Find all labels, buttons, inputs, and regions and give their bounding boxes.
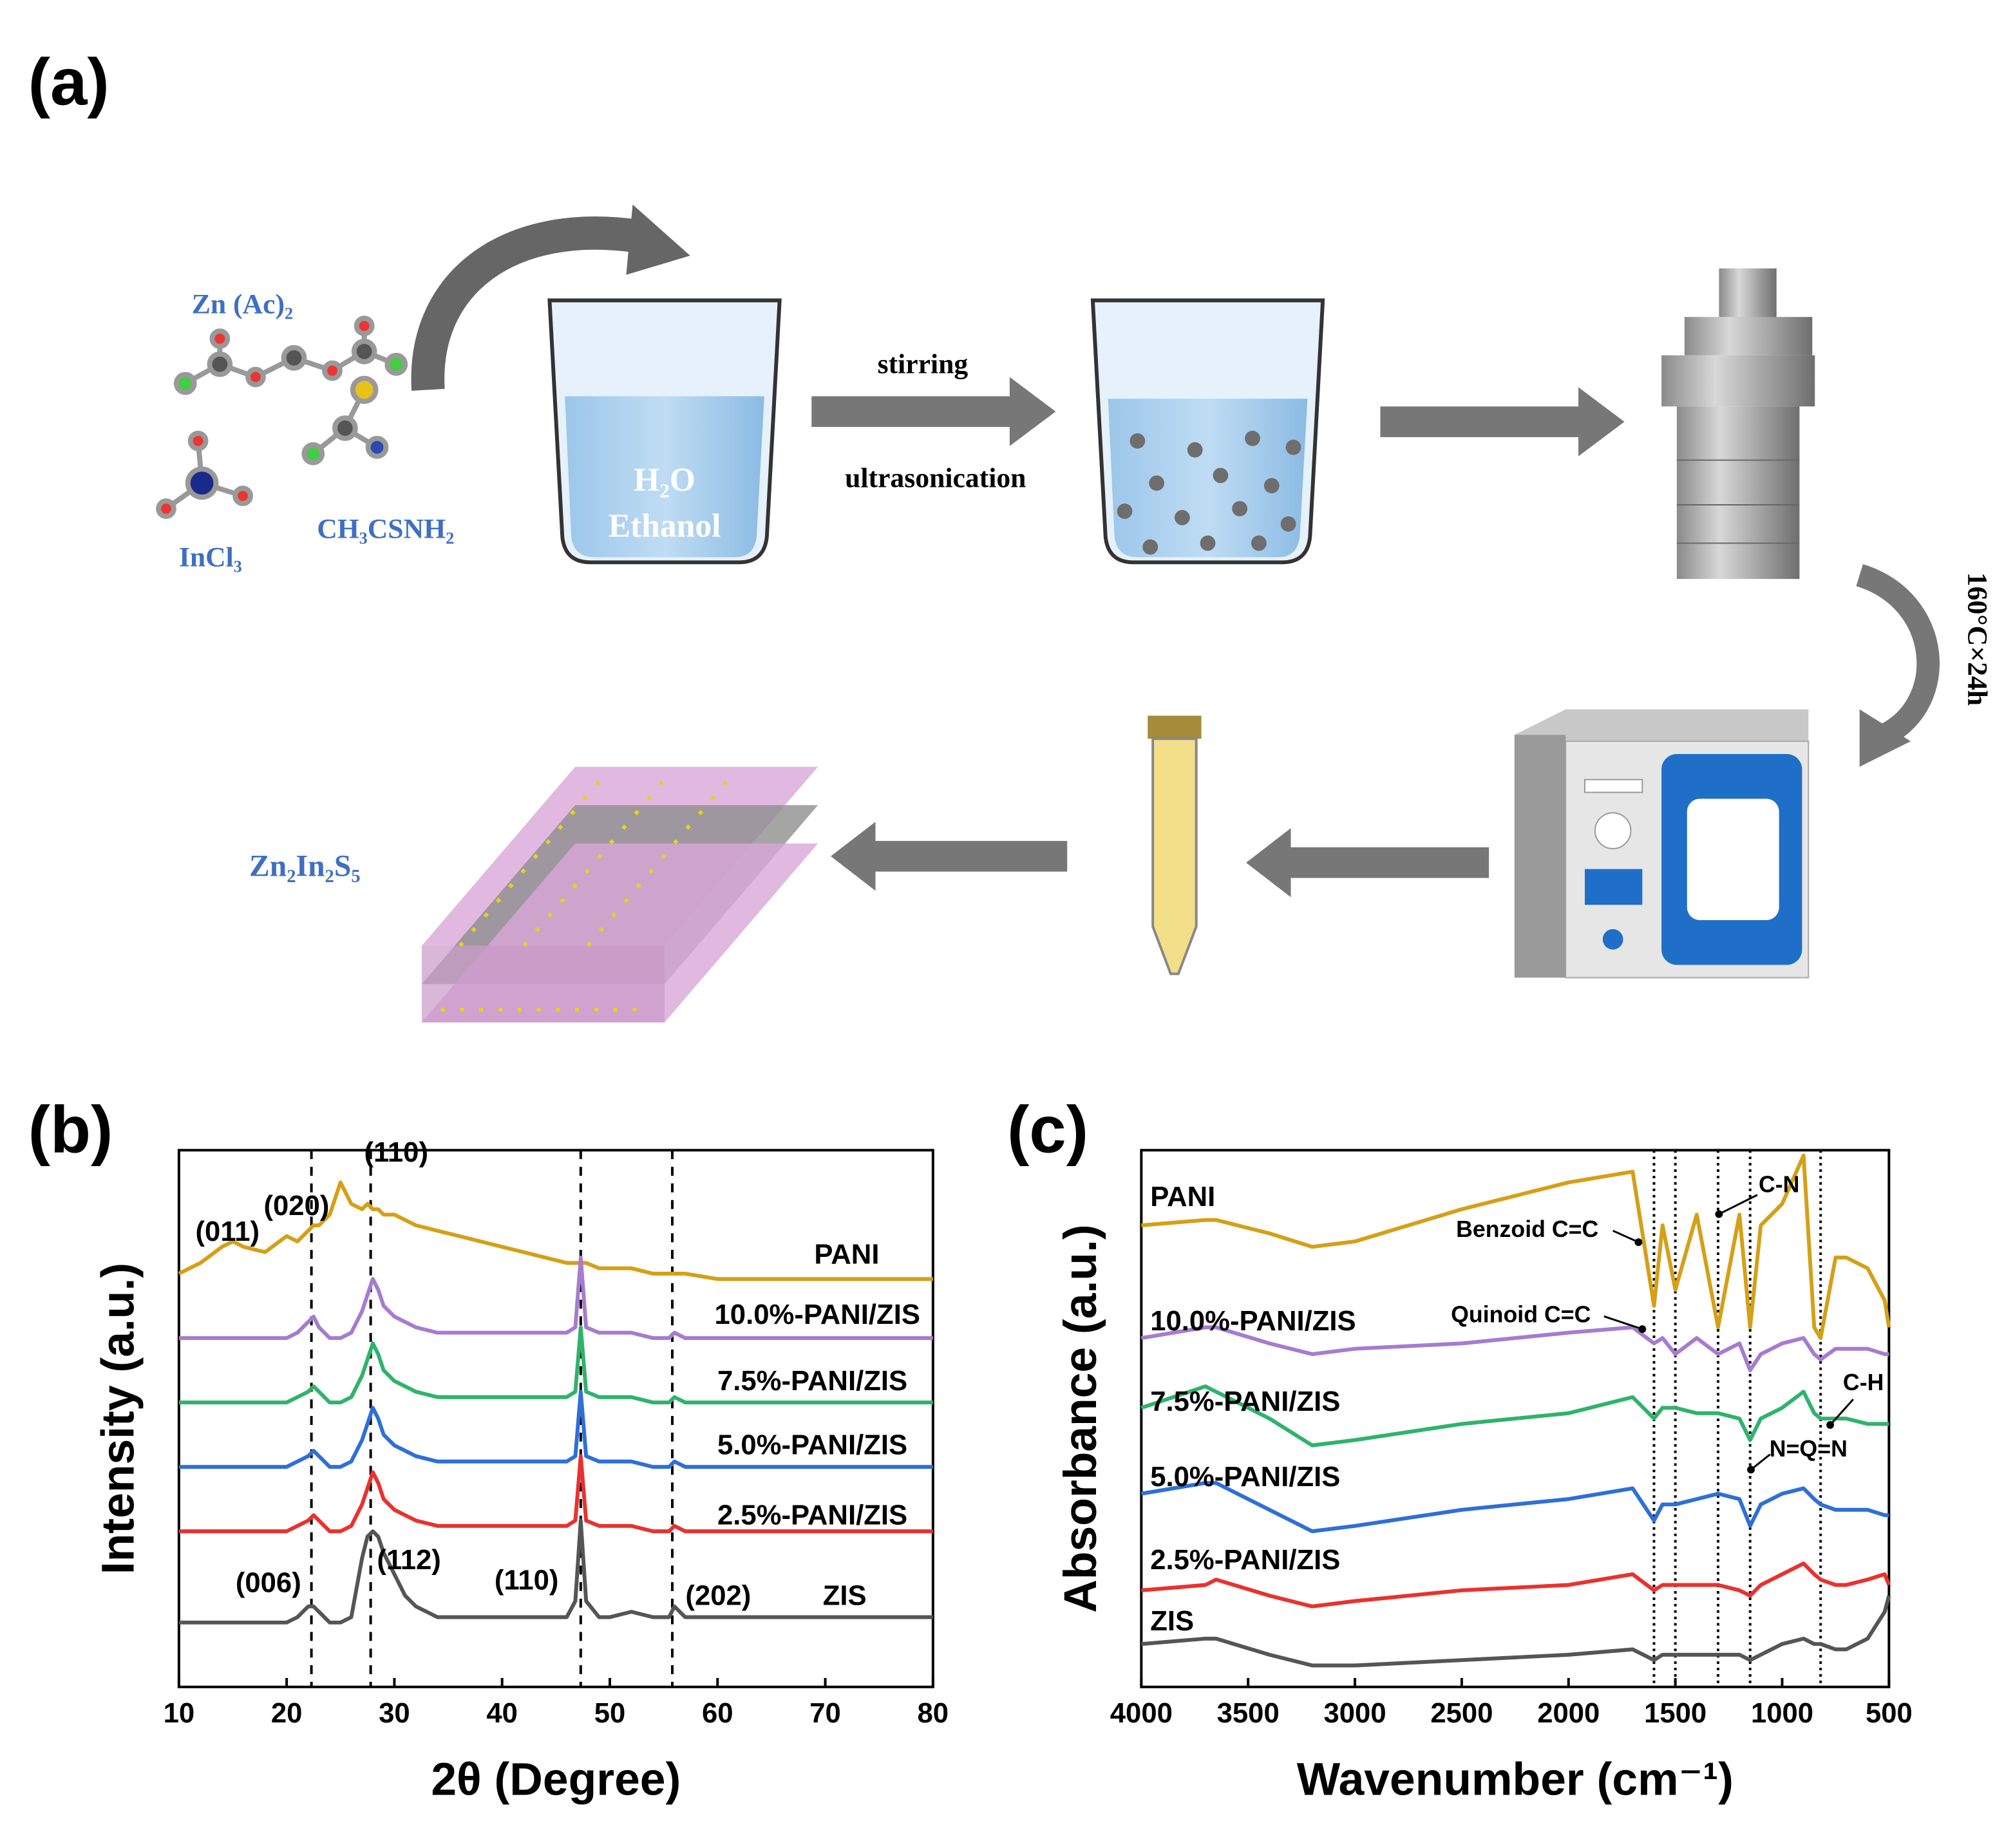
x-tick-label: 70 (809, 1697, 841, 1729)
x-tick-label: 10 (164, 1697, 195, 1729)
series-label: 2.5%-PANI/ZIS (717, 1499, 907, 1531)
x-tick-label: 80 (918, 1697, 949, 1729)
arrow-head (1638, 1325, 1647, 1334)
panel-label: (c) (1007, 1093, 1088, 1167)
series-line (1140, 1481, 1889, 1534)
step-label: ultrasonication (845, 462, 1026, 493)
x-tick-label: 2500 (1430, 1697, 1493, 1729)
series-line (1141, 1153, 1891, 1341)
beaker-suspension (1090, 298, 1325, 565)
x-axis-title: Wavenumber (cm⁻¹) (1297, 1754, 1734, 1806)
annotation: (112) (377, 1544, 441, 1576)
annotation: C-H (1843, 1370, 1884, 1395)
annotation-arrow (1718, 1194, 1758, 1215)
series-label: 7.5%-PANI/ZIS (1150, 1386, 1340, 1417)
series-line (178, 1256, 933, 1341)
x-tick-label: 2000 (1537, 1697, 1600, 1729)
annotation: Quinoid C=C (1451, 1302, 1591, 1328)
series-line (178, 1325, 933, 1405)
series-label: 7.5%-PANI/ZIS (717, 1365, 907, 1397)
reagent-label: CH₃CSNH₂ (317, 514, 454, 545)
step-label: stirring (878, 349, 969, 380)
annotation: (110) (364, 1136, 428, 1168)
series-line (1141, 1561, 1891, 1608)
x-tick-label: 60 (702, 1697, 733, 1729)
centrifuge-tube (1148, 715, 1202, 976)
x-tick-label: 20 (271, 1697, 303, 1729)
x-tick-label: 1000 (1751, 1697, 1813, 1729)
series-line (178, 1518, 933, 1625)
annotation: C-N (1759, 1171, 1800, 1197)
arrow-head (1715, 1210, 1723, 1218)
arrow-head (1634, 1238, 1643, 1247)
series-line (178, 1390, 933, 1469)
series-label: ZIS (823, 1579, 867, 1611)
molecules (156, 316, 408, 519)
series-label: 5.0%-PANI/ZIS (717, 1429, 907, 1460)
annotation: (202) (685, 1579, 751, 1611)
annotation: (020) (263, 1190, 329, 1221)
annotation-arrow (1603, 1315, 1643, 1330)
arrow (1380, 387, 1625, 457)
plot-frame (177, 1149, 934, 1688)
x-axis-title: 2θ (Degree) (431, 1754, 681, 1806)
x-tick-label: 40 (486, 1697, 518, 1729)
series-label: ZIS (1150, 1605, 1194, 1637)
arrow (1246, 828, 1489, 898)
arrow (811, 377, 1056, 446)
annotation-arrow (1612, 1229, 1639, 1243)
x-tick-label: 500 (1866, 1697, 1913, 1729)
reagent-label: Zn (Ac)₂ (192, 288, 293, 319)
y-axis-title: Absorbance (a.u.) (1055, 1224, 1106, 1612)
panel-label: (a) (28, 44, 109, 118)
solvent-label: H₂O (634, 462, 695, 498)
autoclave (1661, 268, 1815, 580)
series-line (1141, 1595, 1891, 1668)
series-line (1140, 1325, 1889, 1373)
annotation: (006) (236, 1567, 301, 1599)
series-label: 10.0%-PANI/ZIS (1150, 1305, 1356, 1337)
arrow (831, 822, 1068, 891)
annotation: (011) (196, 1216, 260, 1247)
series-line (178, 1454, 933, 1534)
arrow-head (1747, 1466, 1755, 1474)
series-label: 10.0%-PANI/ZIS (715, 1299, 920, 1330)
curved-arrow (411, 204, 690, 391)
x-tick-label: 4000 (1110, 1697, 1173, 1729)
series-line (178, 1180, 933, 1281)
x-tick-label: 3000 (1323, 1697, 1386, 1729)
x-tick-label: 3500 (1217, 1697, 1280, 1729)
panel-label: (b) (28, 1093, 113, 1167)
condition-label: 160°C×24h (1961, 572, 1992, 706)
solvent-label: Ethanol (609, 508, 721, 545)
series-label: PANI (1150, 1181, 1215, 1212)
reagent-label: InCl₃ (179, 542, 242, 572)
oven (1514, 709, 1810, 979)
x-tick-label: 50 (594, 1697, 626, 1729)
annotation: N=Q=N (1770, 1436, 1848, 1462)
product-label: Zn₂In₂S₅ (249, 850, 361, 883)
series-label: 2.5%-PANI/ZIS (1150, 1544, 1340, 1576)
annotation: (110) (495, 1565, 559, 1596)
plot-frame (1140, 1149, 1891, 1688)
arrow-head (1826, 1421, 1835, 1429)
curved-arrow (1855, 564, 1940, 767)
x-tick-label: 1500 (1644, 1697, 1706, 1729)
y-axis-title: Intensity (a.u.) (92, 1263, 144, 1574)
annotation-arrow (1750, 1453, 1771, 1471)
series-line (1140, 1384, 1889, 1447)
series-label: 5.0%-PANI/ZIS (1150, 1461, 1340, 1493)
annotation: Benzoid C=C (1456, 1216, 1598, 1242)
crystal (421, 766, 818, 1023)
annotation-arrow (1829, 1399, 1854, 1426)
series-label: PANI (814, 1239, 879, 1270)
x-tick-label: 30 (379, 1697, 410, 1729)
beaker (547, 298, 782, 565)
